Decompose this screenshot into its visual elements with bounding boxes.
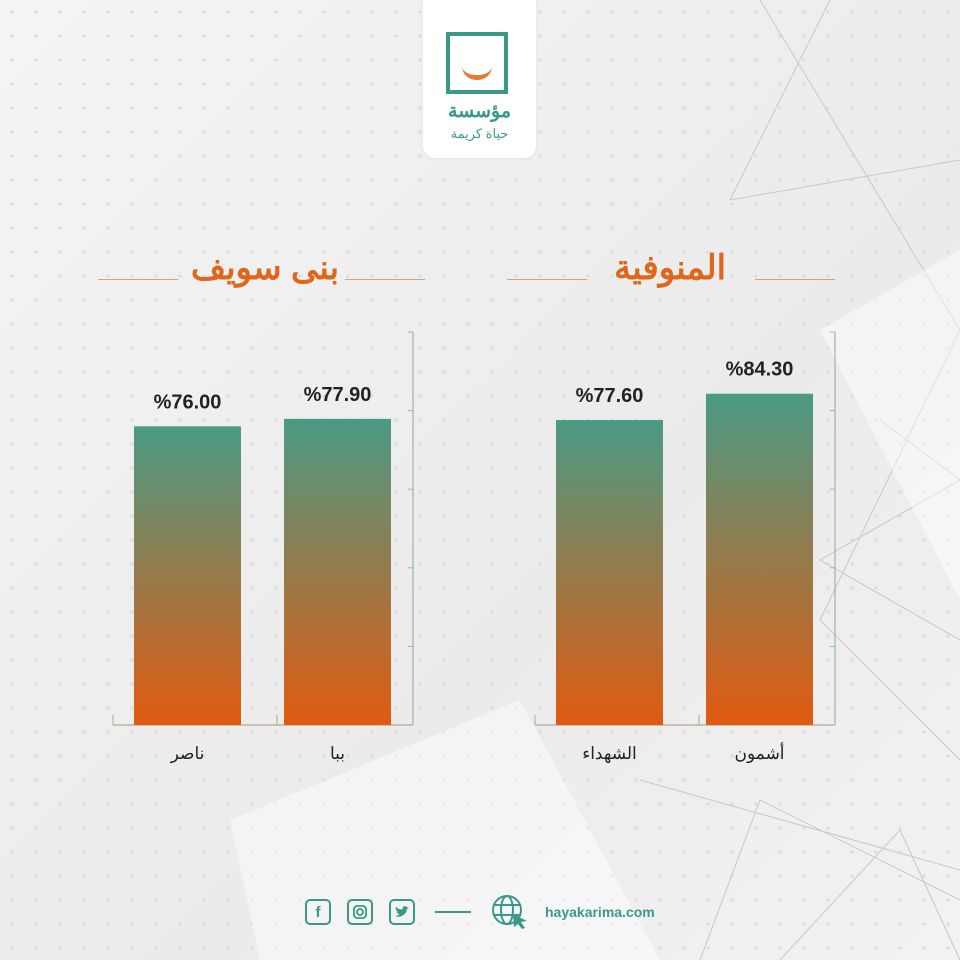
chart-title-menoufia: المنوفية — [613, 249, 727, 287]
globe-cursor-icon — [492, 895, 527, 929]
x-tick-label: ببا — [330, 744, 345, 763]
title-divider — [755, 279, 835, 280]
facebook-icon[interactable]: f — [305, 899, 331, 925]
x-tick-label: الشهداء — [582, 744, 637, 764]
facebook-glyph: f — [315, 903, 321, 921]
chart-title-beni-suef: بنى سويف — [190, 249, 340, 287]
bar — [134, 426, 241, 725]
title-divider — [345, 279, 425, 280]
logo-text-line1: مؤسسة — [447, 101, 512, 122]
bar — [706, 393, 813, 725]
bar — [556, 420, 663, 725]
x-tick-label: ناصر — [170, 744, 205, 764]
logo-text-line2: حياة كريمة — [450, 126, 509, 141]
data-label: %76.00 — [154, 391, 222, 413]
title-divider — [98, 279, 178, 280]
website-link[interactable]: hayakarima.com — [545, 904, 655, 920]
footer: f hayakarima.com — [305, 894, 655, 930]
data-label: %77.90 — [304, 384, 372, 406]
data-label: %77.60 — [576, 385, 644, 407]
data-label: %84.30 — [726, 359, 794, 381]
title-divider — [507, 279, 587, 280]
bar — [284, 418, 391, 725]
logo: مؤسسة حياة كريمة — [423, 0, 536, 158]
twitter-icon[interactable] — [389, 899, 415, 925]
instagram-icon[interactable] — [347, 899, 373, 925]
x-tick-label: أشمون — [734, 742, 784, 764]
footer-divider — [435, 911, 471, 913]
logo-smile-icon — [446, 32, 508, 94]
